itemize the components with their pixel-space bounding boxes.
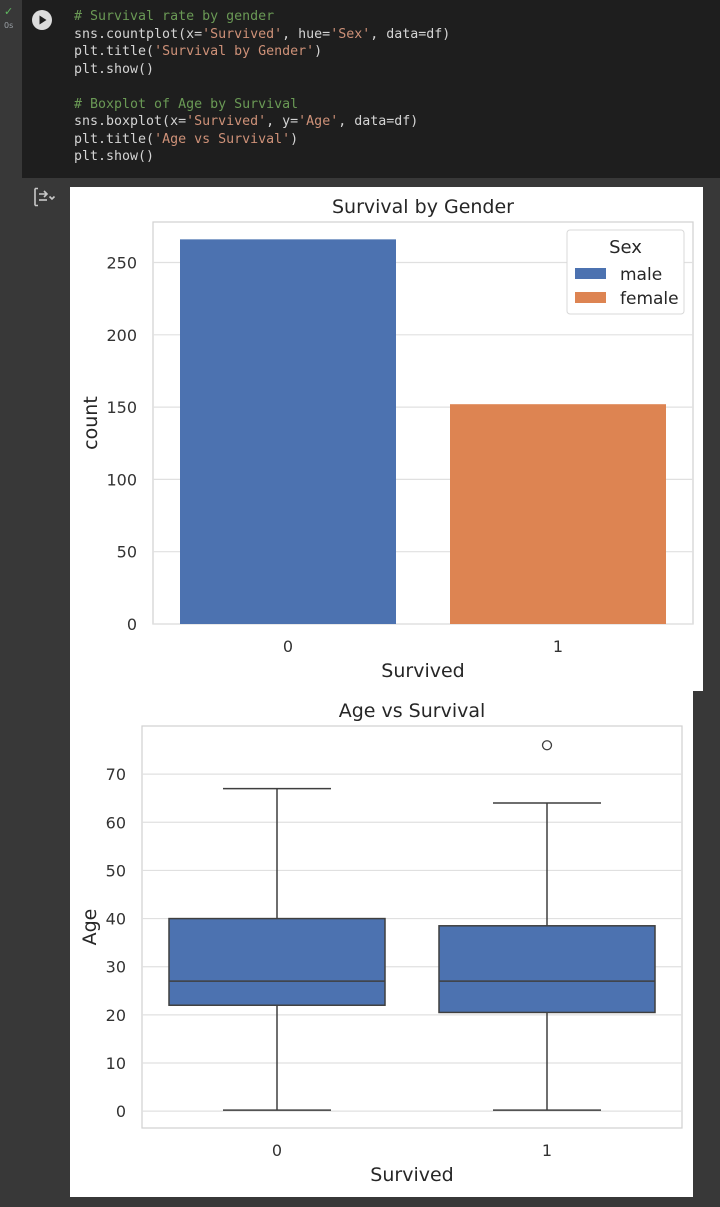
legend-swatch [575, 268, 606, 279]
code-token: plt.show() [74, 61, 155, 77]
bar-male [180, 239, 396, 624]
figure-age-vs-survival: 0 10 20 30 40 50 60 70 0 1 Age vs Survival Survived… [70, 691, 693, 1197]
y-tick-label: 50 [106, 861, 126, 880]
play-icon [39, 15, 47, 25]
y-tick-label: 50 [117, 543, 137, 562]
y-axis-label: Age [79, 909, 101, 946]
y-tick-label: 0 [116, 1102, 126, 1121]
code-cell[interactable]: # Survival rate by gender sns.countplot(x… [22, 0, 720, 178]
countplot-chart: 0 50 100 150 200 250 0 1 Survival by Gender Survi… [80, 196, 694, 682]
cell-output: 0 50 100 150 200 250 0 1 Survival by Gender Survi… [70, 187, 703, 1197]
box [438, 925, 656, 1014]
y-tick-label: 60 [106, 813, 126, 832]
y-tick-label: 30 [106, 958, 126, 977]
code-line: plt.title('Survival by Gender') [74, 43, 450, 61]
legend-title: Sex [609, 237, 642, 258]
code-token: 'Survived' [186, 114, 267, 129]
y-axis-label: count [80, 396, 102, 450]
code-line: plt.show() [74, 61, 450, 79]
y-tick-label: 150 [106, 398, 137, 417]
legend-label: male [620, 265, 662, 285]
code-token: sns.countplot(x= [74, 26, 203, 42]
x-tick-label: 0 [272, 1141, 282, 1160]
y-tick-label: 70 [106, 765, 126, 784]
y-tick-label: 0 [127, 615, 137, 634]
code-token: 'Survived' [202, 26, 283, 42]
y-tick-label: 250 [106, 253, 137, 272]
output-toggle-button[interactable] [32, 186, 56, 208]
code-line: plt.show() [74, 148, 450, 166]
run-cell-button[interactable] [32, 10, 52, 30]
chart-title: Survival by Gender [332, 196, 514, 218]
code-line: plt.title('Age vs Survival') [74, 131, 450, 149]
bar-female [450, 404, 666, 624]
code-token: plt.title( [74, 44, 155, 59]
code-token: plt.show() [74, 149, 155, 164]
legend-label: female [620, 289, 679, 309]
code-token: # Boxplot of Age by Survival [74, 96, 299, 112]
figure-survival-by-gender: 0 50 100 150 200 250 0 1 Survival by Gender Survi… [70, 187, 703, 691]
legend-swatch [575, 292, 606, 303]
y-tick-label: 200 [106, 326, 137, 345]
code-line [74, 78, 450, 96]
y-tick-label: 10 [106, 1054, 126, 1073]
y-tick-label: 100 [106, 470, 137, 489]
code-token: 'Age' [298, 114, 339, 129]
code-token: , y= [266, 114, 299, 129]
x-tick-label: 1 [553, 637, 563, 656]
x-axis-label: Survived [370, 1164, 453, 1186]
code-token: , data=df) [370, 26, 451, 42]
code-token: plt.title( [74, 131, 155, 147]
code-token: , hue= [282, 26, 331, 42]
cell-gutter: ✓ 0s [0, 0, 22, 1207]
code-editor[interactable]: # Survival rate by gender sns.countplot(x… [74, 8, 450, 166]
y-tick-label: 20 [106, 1006, 126, 1025]
code-line: # Boxplot of Age by Survival [74, 96, 450, 114]
code-token: ) [290, 131, 299, 147]
boxplot-chart: 0 10 20 30 40 50 60 70 0 1 Age vs Survival Survived… [79, 700, 683, 1186]
x-tick-label: 0 [283, 637, 293, 656]
code-token: sns.boxplot(x= [74, 114, 187, 129]
code-token: # Survival rate by gender [74, 9, 275, 24]
code-token: 'Age vs Survival' [154, 131, 291, 147]
y-tick-label: 40 [106, 910, 126, 929]
outlier-point [541, 740, 553, 751]
code-line: sns.boxplot(x='Survived', y='Age', data=… [74, 113, 450, 131]
code-token: 'Sex' [330, 26, 371, 42]
code-token: ) [314, 44, 323, 59]
x-axis-label: Survived [381, 660, 464, 682]
check-icon: ✓ [4, 5, 14, 18]
code-line: sns.countplot(x='Survived', hue='Sex', d… [74, 26, 450, 44]
x-tick-label: 1 [542, 1141, 552, 1160]
execution-time: 0s [4, 21, 14, 30]
chart-title: Age vs Survival [339, 700, 486, 722]
box [168, 917, 386, 1006]
code-token: , data=df) [338, 114, 419, 129]
code-line: # Survival rate by gender [74, 8, 450, 26]
code-token: 'Survival by Gender' [154, 44, 315, 59]
output-toggle-icon [34, 187, 56, 207]
